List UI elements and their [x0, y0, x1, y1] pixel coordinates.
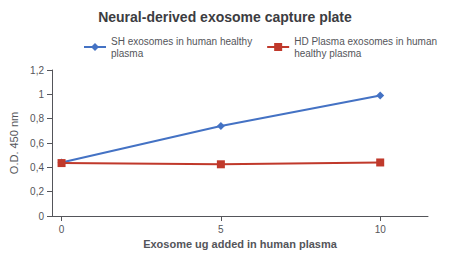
svg-text:0,2: 0,2 [30, 186, 44, 197]
svg-text:1: 1 [38, 89, 44, 100]
svg-text:SH exosomes in human healthy: SH exosomes in human healthy [111, 36, 252, 47]
svg-text:HD Plasma exosomes in human: HD Plasma exosomes in human [294, 36, 437, 47]
svg-text:plasma: plasma [111, 48, 144, 59]
svg-text:Neural-derived exosome capture: Neural-derived exosome capture plate [98, 9, 352, 25]
svg-text:O.D. 450 nm: O.D. 450 nm [8, 112, 20, 174]
svg-text:0,4: 0,4 [30, 162, 44, 173]
svg-text:0,8: 0,8 [30, 113, 44, 124]
svg-text:healthy plasma: healthy plasma [294, 48, 362, 59]
svg-text:10: 10 [375, 224, 387, 235]
svg-text:0: 0 [59, 224, 65, 235]
svg-text:1,2: 1,2 [30, 65, 44, 76]
svg-text:Exosome ug added in human plas: Exosome ug added in human plasma [143, 238, 338, 250]
svg-text:5: 5 [218, 224, 224, 235]
svg-text:0: 0 [38, 211, 44, 222]
svg-text:0,6: 0,6 [30, 138, 44, 149]
